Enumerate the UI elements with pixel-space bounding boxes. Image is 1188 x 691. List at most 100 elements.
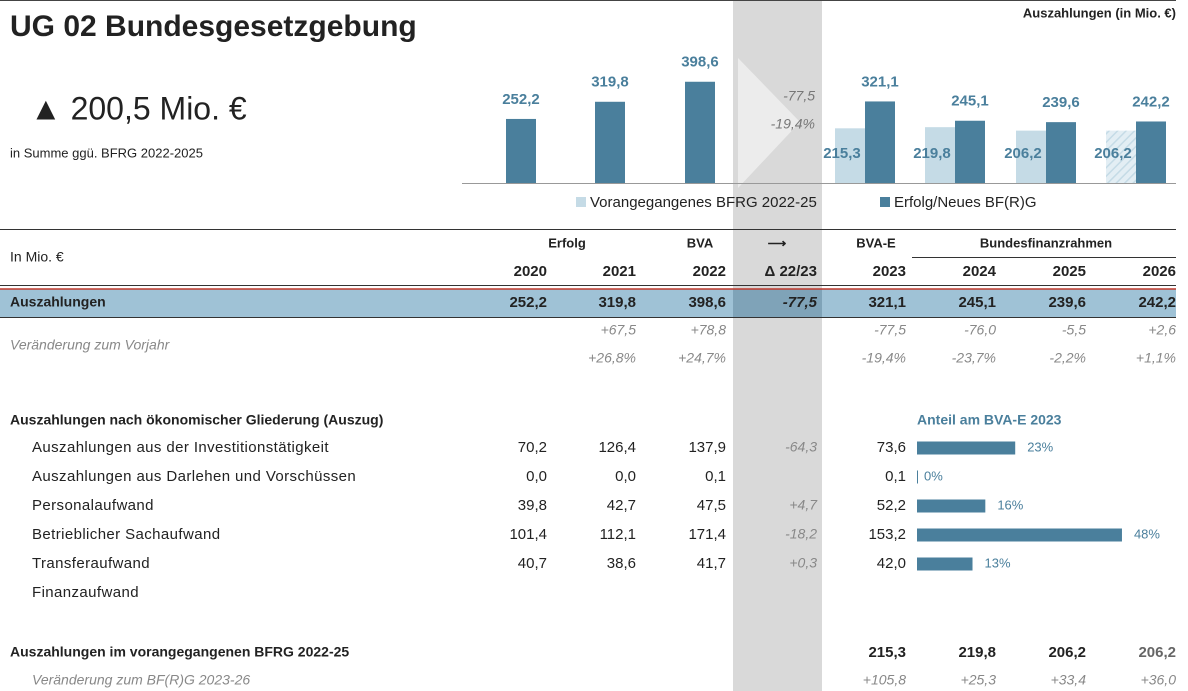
cell: +4,7 bbox=[789, 497, 818, 513]
cell: 206,2 bbox=[1138, 644, 1176, 661]
bar bbox=[1016, 130, 1046, 183]
cell: 242,2 bbox=[1138, 294, 1176, 311]
share-bar bbox=[917, 441, 1016, 455]
cell: 0,1 bbox=[705, 468, 726, 485]
cell: 398,6 bbox=[688, 294, 726, 311]
column-header: 2022 bbox=[693, 263, 726, 280]
cell: 171,4 bbox=[688, 526, 726, 543]
bar-label: 252,2 bbox=[502, 91, 540, 108]
row-label: Auszahlungen aus Darlehen und Vorschüsse… bbox=[32, 468, 356, 485]
cell: +2,6 bbox=[1148, 322, 1176, 338]
cell: 126,4 bbox=[598, 439, 636, 456]
share-bar bbox=[917, 470, 918, 484]
bar-label: 239,6 bbox=[1042, 94, 1080, 111]
cell: 42,0 bbox=[877, 555, 906, 572]
column-header: 2021 bbox=[603, 263, 636, 280]
bar bbox=[595, 101, 625, 183]
cell: +24,7% bbox=[678, 350, 726, 366]
delta-annotation: -77,5 bbox=[783, 88, 815, 104]
share-bar bbox=[917, 499, 986, 513]
group-header: Erfolg bbox=[548, 235, 586, 250]
legend-swatch bbox=[880, 197, 890, 207]
group-header: BVA-E bbox=[856, 235, 896, 250]
cell: -19,4% bbox=[862, 350, 906, 366]
column-header: 2023 bbox=[873, 263, 906, 280]
headline: ▲ 200,5 Mio. € bbox=[30, 90, 247, 126]
share-title: Anteil am BVA-E 2023 bbox=[917, 412, 1062, 428]
bar-label: 206,2 bbox=[1094, 145, 1132, 162]
headline-note: in Summe ggü. BFRG 2022-2025 bbox=[10, 145, 203, 160]
column-header: 2020 bbox=[514, 263, 547, 280]
cell: 153,2 bbox=[868, 526, 906, 543]
group-header: Bundesfinanzrahmen bbox=[980, 235, 1112, 250]
column-header: 2024 bbox=[963, 263, 997, 280]
cell: 40,7 bbox=[518, 555, 547, 572]
bar bbox=[925, 127, 955, 183]
cell: -2,2% bbox=[1049, 350, 1086, 366]
bar-label: 321,1 bbox=[861, 73, 899, 90]
cell: 38,6 bbox=[607, 555, 636, 572]
cell: -77,5 bbox=[783, 294, 818, 311]
cell: 41,7 bbox=[697, 555, 726, 572]
main-row-band bbox=[0, 289, 1176, 317]
cell: 252,2 bbox=[509, 294, 547, 311]
legend-label: Vorangegangenes BFRG 2022-25 bbox=[590, 194, 817, 211]
row-label: Auszahlungen bbox=[10, 294, 106, 310]
cell: 137,9 bbox=[688, 439, 726, 456]
group-header: ⟶ bbox=[768, 235, 787, 250]
column-header: 2025 bbox=[1053, 263, 1086, 280]
cell: 0,0 bbox=[615, 468, 636, 485]
legend-label: Erfolg/Neues BF(R)G bbox=[894, 194, 1037, 211]
cell: 206,2 bbox=[1048, 644, 1086, 661]
cell: 70,2 bbox=[518, 439, 547, 456]
row-label: Auszahlungen aus der Investitionstätigke… bbox=[32, 439, 329, 456]
cell: 101,4 bbox=[509, 526, 547, 543]
bar bbox=[1046, 122, 1076, 183]
bar bbox=[955, 120, 985, 183]
cell: 42,7 bbox=[607, 497, 636, 514]
cell: +36,0 bbox=[1141, 672, 1177, 688]
bar-label: 398,6 bbox=[681, 54, 719, 71]
cell: -76,0 bbox=[964, 322, 996, 338]
cell: 73,6 bbox=[877, 439, 906, 456]
bar-label: 245,1 bbox=[951, 93, 989, 110]
bar-label: 242,2 bbox=[1132, 93, 1170, 110]
title: UG 02 Bundesgesetzgebung bbox=[10, 10, 417, 43]
cell: +78,8 bbox=[691, 322, 727, 338]
legend-swatch bbox=[576, 197, 586, 207]
bar bbox=[1136, 121, 1166, 183]
cell: 39,8 bbox=[518, 497, 547, 514]
share-bar bbox=[917, 557, 973, 571]
cell: -23,7% bbox=[952, 350, 996, 366]
unit-label: In Mio. € bbox=[10, 249, 64, 265]
cell: 321,1 bbox=[868, 294, 906, 311]
cell: +105,8 bbox=[863, 672, 906, 688]
main-row-delta-band bbox=[733, 289, 822, 317]
share-label: 48% bbox=[1134, 526, 1160, 541]
cell: 219,8 bbox=[958, 644, 996, 661]
bar bbox=[1106, 130, 1136, 183]
row-label: Auszahlungen im vorangegangenen BFRG 202… bbox=[10, 644, 349, 660]
cell: 319,8 bbox=[598, 294, 636, 311]
cell: -18,2 bbox=[785, 526, 817, 542]
bar bbox=[506, 118, 536, 183]
row-label: Transferaufwand bbox=[32, 555, 150, 572]
unit-note: Auszahlungen (in Mio. €) bbox=[1023, 5, 1176, 20]
bar bbox=[835, 128, 865, 183]
share-label: 0% bbox=[924, 468, 943, 483]
cell: +67,5 bbox=[601, 322, 637, 338]
bar-label: 219,8 bbox=[913, 145, 951, 162]
cell: +1,1% bbox=[1136, 350, 1176, 366]
group-header: BVA bbox=[687, 235, 714, 250]
bar-label: 215,3 bbox=[823, 145, 861, 162]
row-label: Veränderung zum Vorjahr bbox=[10, 337, 171, 353]
row-label: Veränderung zum BF(R)G 2023-26 bbox=[32, 672, 250, 688]
row-label: Personalaufwand bbox=[32, 497, 154, 514]
cell: 0,0 bbox=[526, 468, 547, 485]
cell: +33,4 bbox=[1051, 672, 1087, 688]
bar bbox=[685, 81, 715, 183]
cell: +0,3 bbox=[789, 555, 817, 571]
cell: 0,1 bbox=[885, 468, 906, 485]
